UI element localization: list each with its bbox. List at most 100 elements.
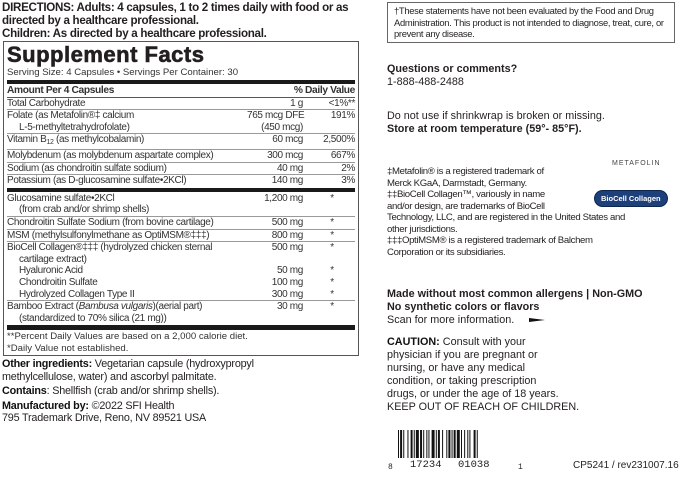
product-code: CP5241 / rev231007.16 xyxy=(573,460,679,471)
ingredient-amount: 100 mg xyxy=(271,276,304,288)
nutrient-dv: 2,500% xyxy=(308,133,355,150)
facts-table-a: Amount Per 4 Capsules % Daily Value Tota… xyxy=(7,85,355,187)
ingredient-amount: 500 mg xyxy=(247,216,309,230)
barcode-bar xyxy=(464,430,466,458)
metafolin-logo: METAFOLIN xyxy=(612,160,661,167)
barcode-bar xyxy=(423,430,425,458)
label: Contains xyxy=(2,385,47,398)
barcode-bar xyxy=(473,430,476,458)
trademark-line: Corporation or its subsidiaries. xyxy=(387,246,506,258)
nutrient-name-line: Folate (as Metafolin®‡ calcium xyxy=(7,110,134,122)
table-row: Hyaluronic Acid 50 mg * xyxy=(7,265,355,277)
barcode-bar xyxy=(420,430,423,458)
serving-info: Serving Size: 4 Capsules • Servings Per … xyxy=(7,67,239,78)
barcode-bar xyxy=(456,430,460,458)
table-row: Chondroitin Sulfate Sodium (from bovine … xyxy=(7,216,355,230)
barcode-bar xyxy=(448,430,451,458)
barcode-bars xyxy=(398,430,478,458)
barcode-digit: 1 xyxy=(518,463,523,472)
caution-line: drugs, or under the age of 18 years. xyxy=(387,388,559,400)
other-ingredients-line: methylcellulose, water) and ascorbyl pal… xyxy=(2,370,217,383)
ingredient-dv: * xyxy=(309,288,355,302)
barcode-bar xyxy=(431,430,435,458)
caution-line: physician if you are pregnant or xyxy=(387,349,538,361)
barcode-bar xyxy=(469,430,471,458)
barcode-bar xyxy=(398,430,399,458)
trademark-line: other jurisdictions. xyxy=(387,223,458,235)
barcode-bar xyxy=(446,430,448,458)
barcode-digits: 01038 xyxy=(458,459,490,471)
biocell-logo: BioCell Collagen xyxy=(594,190,668,207)
ingredient-amount: 50 mg xyxy=(276,265,303,277)
facts-title: Supplement Facts xyxy=(7,42,205,67)
ingredient-name: Hydrolyzed Collagen Type II xyxy=(7,288,247,302)
phone-number: 1-888-488-2488 xyxy=(387,76,464,88)
caution-text: Consult with your xyxy=(439,336,526,348)
trademark-line: ‡Metafolin® is a registered trademark of xyxy=(387,166,544,177)
barcode-bar xyxy=(410,430,413,458)
barcode-bar xyxy=(451,430,453,458)
table-row: MSM (methylsulfonylmethane as OptiMSM®‡‡… xyxy=(7,229,355,243)
barcode-bar xyxy=(467,430,469,458)
header-amount: Amount Per 4 Capsules xyxy=(7,85,247,98)
nutrient-name: Sodium (as chondroitin sulfate sodium) xyxy=(7,162,247,176)
nutrient-name-line: L-5-methyltetrahydrofolate) xyxy=(19,121,130,133)
table-row: Folate (as Metafolin®‡ calcium L-5-methyl… xyxy=(7,109,355,135)
barcode-bar xyxy=(435,430,437,458)
nutrient-dv: <1%** xyxy=(308,97,355,111)
caution-line: CAUTION: Consult with your xyxy=(387,336,677,349)
divider xyxy=(7,80,355,84)
name-line: (from crab and/or shrimp shells) xyxy=(19,204,149,216)
nutrient-amount: 1 g xyxy=(246,97,309,111)
trademark-line: and/or design, are trademarks of BioCell xyxy=(387,200,545,212)
barcode-bar xyxy=(437,430,440,458)
amount-line: 765 mcg DFE xyxy=(246,110,305,122)
name-part: )(aerial part) xyxy=(152,301,203,313)
text: : Shellfish (crab and/or shrimp shells). xyxy=(46,385,220,398)
questions-label: Questions or comments? xyxy=(387,63,518,75)
barcode xyxy=(396,430,512,458)
nutrient-name: Total Carbohydrate xyxy=(7,97,247,111)
address: 795 Trademark Drive, Reno, NV 89521 USA xyxy=(2,412,207,425)
table-row: Hydrolyzed Collagen Type II 300 mg * xyxy=(7,288,355,302)
table-row: Chondroitin Sulfate 100 mg * xyxy=(7,277,355,289)
questions: Questions or comments? 1-888-488-2488 xyxy=(387,63,677,89)
name-line: cartilage extract) xyxy=(19,253,87,265)
footnote: **Percent Daily Values are based on a 2,… xyxy=(7,331,248,343)
barcode-bar xyxy=(415,430,419,458)
label: Other ingredients: xyxy=(2,358,92,371)
divider xyxy=(7,187,355,192)
ingredient-name: Chondroitin Sulfate Sodium (from bovine … xyxy=(7,216,247,230)
ingredient-amount: 800 mg xyxy=(247,229,309,243)
barcode-bar xyxy=(453,430,456,458)
name-line: (standardized to 70% silica (21 mg)) xyxy=(19,312,167,324)
nutrient-dv: 2% xyxy=(308,162,355,176)
subscript: 12 xyxy=(46,139,54,147)
ingredient-name: Chondroitin Sulfate xyxy=(19,276,98,288)
nutrient-dv: 3% xyxy=(341,175,355,187)
table-row: Vitamin B12 (as methylcobalamin) 60 mcg … xyxy=(7,133,355,150)
barcode-bar xyxy=(426,430,428,458)
table-row: Molybdenum (as molybdenum aspartate comp… xyxy=(7,149,355,163)
barcode-digits: 17234 xyxy=(410,459,442,471)
allergen-claim: Made without most common allergens | Non… xyxy=(387,288,643,300)
shrinkwrap-warning: Do not use if shrinkwrap is broken or mi… xyxy=(387,110,605,122)
storage-info: Do not use if shrinkwrap is broken or mi… xyxy=(387,110,677,136)
table-row: BioCell Collagen®‡‡‡ (hydrolyzed chicken… xyxy=(7,242,355,266)
keep-out-warning: KEEP OUT OF REACH OF CHILDREN. xyxy=(387,401,580,413)
supplement-facts-panel: Supplement Facts Serving Size: 4 Capsule… xyxy=(3,41,359,357)
fda-disclaimer: †These statements have not been evaluate… xyxy=(387,2,675,43)
text: ©2022 SFI Health xyxy=(88,399,175,412)
name-part: (as methylcobalamin) xyxy=(53,134,145,146)
barcode-bar xyxy=(400,430,403,458)
directions-line: DIRECTIONS: Adults: 4 capsules, 1 to 2 t… xyxy=(2,1,349,14)
trademarks: ‡Metafolin® is a registered trademark of… xyxy=(387,166,677,258)
table-header: Amount Per 4 Capsules % Daily Value xyxy=(7,85,355,98)
ingredient-name: MSM (methylsulfonylmethane as OptiMSM®‡‡… xyxy=(7,229,247,243)
nutrient-amount: 60 mcg xyxy=(246,133,309,150)
trademark-line: ‡‡‡OptiMSM® is a registered trademark of… xyxy=(387,235,593,246)
header-dv: % Daily Value xyxy=(246,85,355,98)
amount-line: (450 mcg) xyxy=(261,121,303,133)
divider xyxy=(7,325,355,331)
nutrient-dv: 667% xyxy=(308,149,355,163)
